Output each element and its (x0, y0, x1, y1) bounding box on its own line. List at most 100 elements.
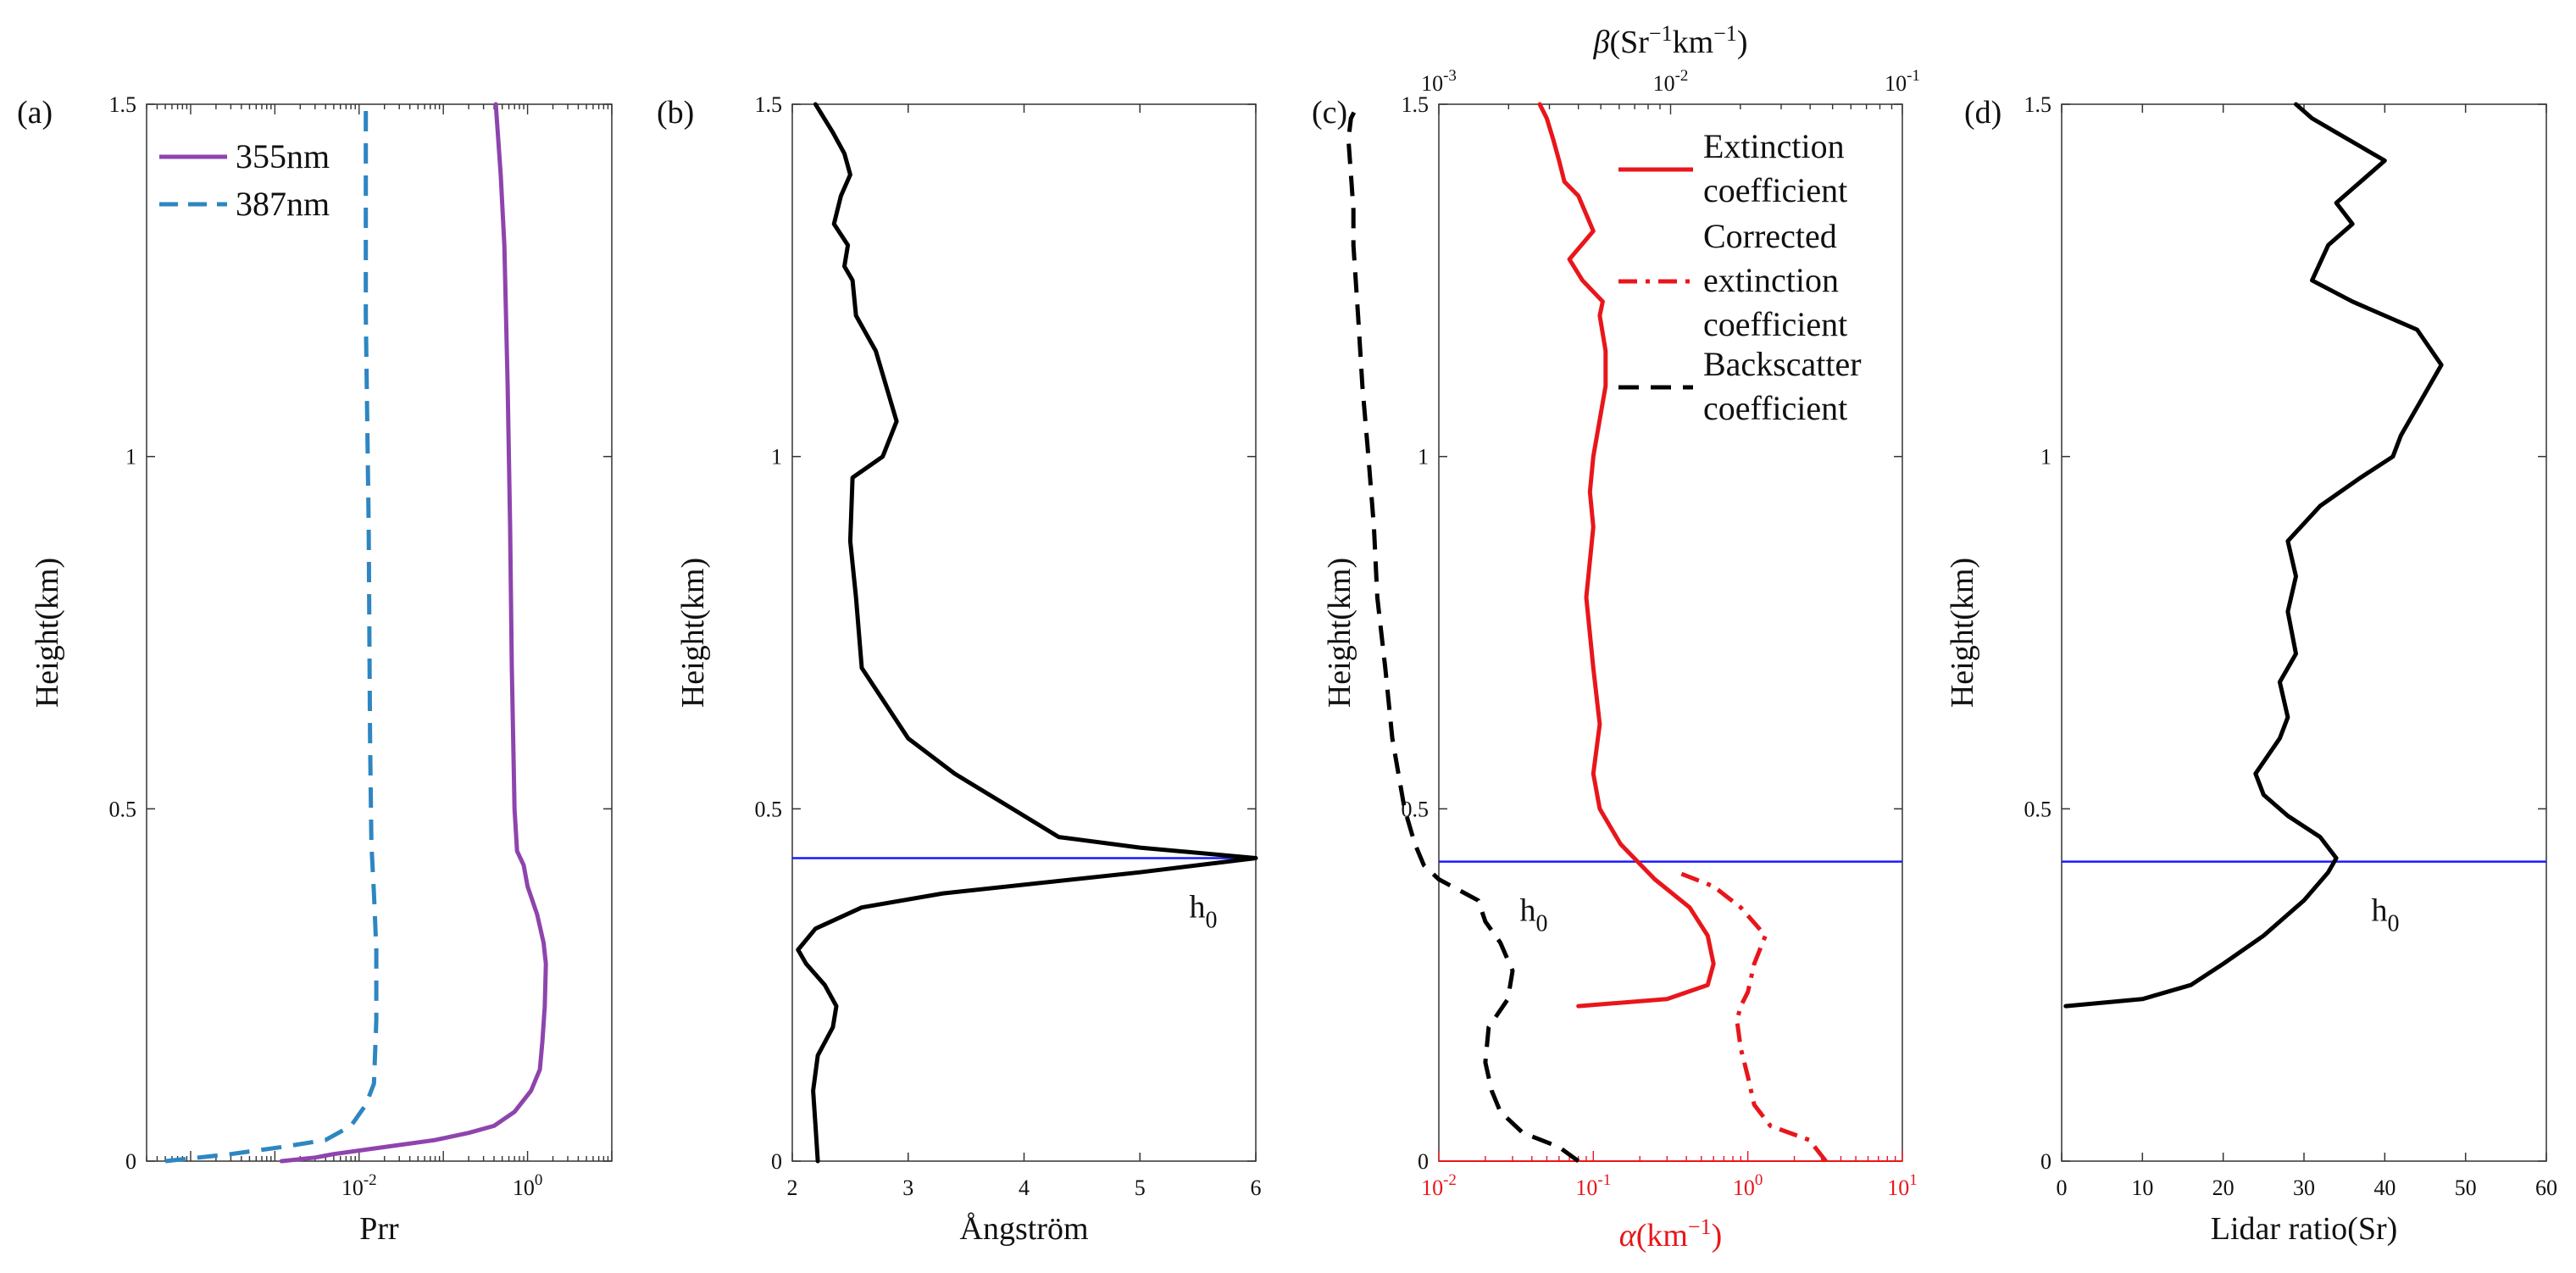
series-line-backscatter-coefficient (1346, 103, 1580, 1164)
y-axis-title: Height(km) (30, 558, 65, 708)
x-axis-title: α(km−1) (1619, 1215, 1723, 1254)
panel-a: (a) 00.511.510-2 100PrrHeight(km)355nm387… (17, 92, 613, 1247)
y-tick-label: 1.5 (1402, 92, 1430, 117)
x-tick-label-base: 10 (1575, 1176, 1597, 1200)
x-tick-label: 60 (2535, 1176, 2557, 1200)
legend-entry-line: Extinction (1703, 127, 1845, 165)
y-tick-label: 0.5 (109, 797, 137, 821)
x-tick-label-base: 10 (513, 1176, 535, 1200)
x-tick-label: 10-2 (1421, 1171, 1457, 1200)
x-tick-label: 6 (1251, 1176, 1262, 1200)
y-tick-label: 1 (1418, 445, 1429, 470)
x-close: ) (1712, 1218, 1723, 1254)
top-x-tick-label-base: 10 (1421, 71, 1443, 96)
legend-entry-line: extinction (1703, 261, 1839, 299)
h0-label: h0 (1190, 890, 1218, 934)
top-x-units: (Sr (1609, 25, 1649, 60)
alpha-symbol: α (1619, 1218, 1637, 1254)
y-tick-label: 1.5 (2024, 92, 2052, 117)
y-tick-label: 0.5 (2024, 797, 2052, 821)
y-tick-label: 1 (771, 445, 782, 470)
x-tick-label: 100 (1733, 1171, 1763, 1200)
x-exp: −1 (1688, 1215, 1712, 1239)
x-axis-title: Lidar ratio(Sr) (2211, 1211, 2398, 1247)
y-tick-label: 0.5 (755, 797, 783, 821)
x-tick-label-exp: -1 (1597, 1171, 1611, 1189)
legend-entry-line: Backscatter (1703, 345, 1862, 383)
x-tick-label: 5 (1135, 1176, 1146, 1200)
series-line-355nm (279, 102, 548, 1164)
x-tick-label-exp: -2 (364, 1171, 377, 1189)
y-tick-label: 0 (771, 1149, 782, 1174)
h0-h: h (1190, 890, 1206, 926)
top-x-axis-title: β(Sr−1km−1) (1593, 21, 1748, 60)
y-tick-label: 1 (125, 445, 136, 470)
x-tick-label-exp: -2 (1443, 1171, 1457, 1189)
x-tick-label-exp: 1 (1909, 1171, 1918, 1189)
panel-d-label: (d) (1964, 95, 2001, 131)
top-x-exp1: −1 (1649, 21, 1673, 46)
series-line-387nm (164, 104, 379, 1164)
x-tick-label: 50 (2455, 1176, 2477, 1200)
x-tick-label: 10-2 (341, 1171, 377, 1200)
y-axis-title: Height(km) (1322, 558, 1357, 708)
y-axis-title: Height(km) (675, 558, 711, 708)
h0-h: h (1520, 893, 1536, 929)
panel-a-label: (a) (17, 95, 53, 131)
series-line-corrected-extinction-coefficient (1676, 870, 1828, 1163)
x-tick-label: 30 (2293, 1176, 2315, 1200)
x-tick-label-exp: 0 (1755, 1171, 1763, 1189)
top-x-tick-label-exp: -3 (1443, 67, 1457, 85)
x-tick-label: 2 (787, 1176, 798, 1200)
top-x-tick-label-exp: -2 (1675, 67, 1689, 85)
y-tick-label: 1.5 (755, 92, 783, 117)
y-tick-label: 1 (2040, 445, 2051, 470)
x-tick-label-base: 10 (1421, 1176, 1443, 1200)
top-x-exp2: −1 (1713, 21, 1737, 46)
x-tick-label-base: 10 (1733, 1176, 1755, 1200)
panel-b-axes-box (791, 103, 1257, 1162)
top-x-tick-label-exp: -1 (1907, 67, 1920, 85)
x-tick-label: 4 (1019, 1176, 1030, 1200)
series-line--ngstr-m (796, 102, 1258, 1164)
panel-b-label: (b) (657, 95, 694, 131)
top-x-tick-label: 10-1 (1885, 67, 1920, 96)
x-tick-label-exp: 0 (535, 1171, 543, 1189)
series-line-extinction-coefficient (1537, 102, 1716, 1009)
top-x-mid: km (1673, 25, 1714, 60)
h0-label: h0 (2372, 893, 2400, 937)
legend-entry-line: Corrected (1703, 217, 1837, 255)
x-tick-label: 20 (2212, 1176, 2235, 1200)
panel-d: (d) 0 0.5 1 1.5 0 10 20 30 40 50 60 Lidar ratio(Sr)… (1945, 92, 2557, 1247)
x-tick-label: 40 (2373, 1176, 2396, 1200)
legend-entry-line: coefficient (1703, 305, 1847, 343)
x-axis-title: Prr (359, 1211, 399, 1247)
y-tick-label: 0 (125, 1149, 136, 1174)
panel-a-axes-box (146, 103, 613, 1162)
legend-entry: 355nm (236, 137, 330, 175)
h0-label: h0 (1520, 893, 1548, 937)
x-tick-label-base: 10 (1887, 1176, 1909, 1200)
top-x-tick-label: 10-2 (1653, 67, 1689, 96)
h0-h: h (2372, 893, 2388, 929)
top-x-tick-label-base: 10 (1653, 71, 1675, 96)
panel-d-axes-box (2061, 103, 2547, 1162)
legend-entry: 387nm (236, 185, 330, 223)
h0-sub: 0 (1536, 911, 1548, 937)
h0-sub: 0 (2388, 911, 2400, 937)
x-tick-label: 101 (1887, 1171, 1918, 1200)
y-tick-label: 1.5 (109, 92, 137, 117)
top-x-tick-label-base: 10 (1885, 71, 1907, 96)
y-tick-label: 0 (2040, 1149, 2051, 1174)
top-x-tick-label: 10-3 (1421, 67, 1457, 96)
x-units: (km (1636, 1218, 1688, 1254)
x-tick-label: 10-1 (1575, 1171, 1611, 1200)
x-tick-label: 0 (2057, 1176, 2068, 1200)
legend-entry-line: coefficient (1703, 389, 1847, 427)
legend-entry-line: coefficient (1703, 171, 1847, 209)
y-tick-label: 0 (1418, 1149, 1429, 1174)
top-x-close: ) (1737, 25, 1748, 60)
